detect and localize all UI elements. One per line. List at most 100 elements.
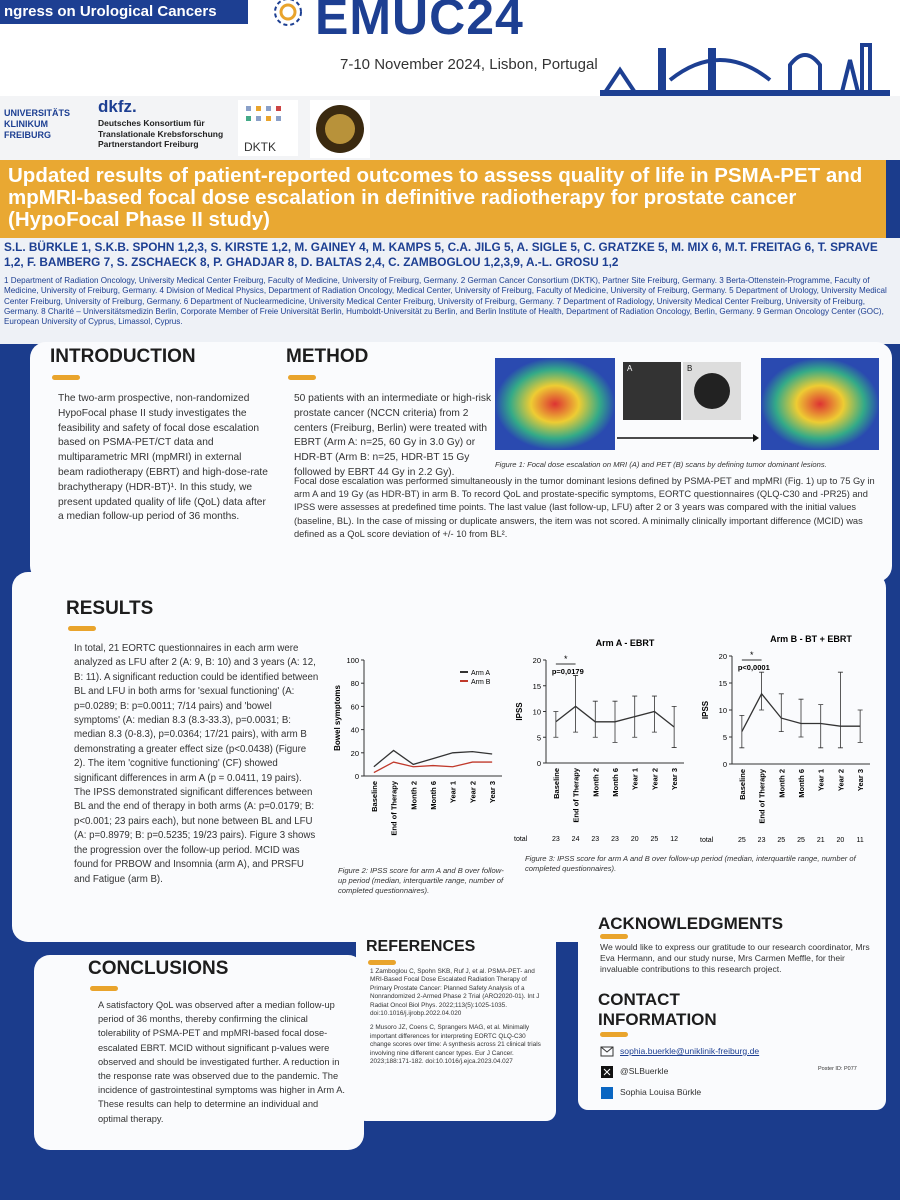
error-bar — [739, 715, 745, 749]
conclusions-panel — [34, 955, 364, 1150]
error-bar — [759, 671, 765, 711]
total-count: 25 — [777, 837, 785, 844]
x-tick-label: Year 2 — [650, 768, 659, 790]
ack-contact-panel — [578, 913, 886, 1110]
dkfz-text: Deutsches Konsortium für Translationale … — [98, 118, 224, 149]
figure-3b-chart: Arm B - BT + EBRT 0 5 10 15 20 IPSS Baseline End… — [700, 634, 870, 844]
references-panel — [356, 923, 556, 1121]
total-count: 23 — [758, 837, 766, 844]
y-tick-label: 20 — [533, 656, 541, 665]
contact-heading: CONTACT INFORMATION — [598, 990, 717, 1029]
ack-heading: ACKNOWLEDGMENTS — [598, 914, 784, 933]
error-bar — [818, 704, 824, 749]
x-tick-label: Baseline — [370, 781, 379, 812]
authors: S.L. BÜRKLE 1, S.K.B. SPOHN 1,2,3, S. KI… — [4, 240, 878, 269]
x-tick-label: Year 1 — [817, 769, 826, 791]
intro-method-panel — [30, 342, 892, 582]
data-line — [373, 761, 493, 774]
x-tick-label: Month 2 — [777, 769, 786, 798]
method-text-2: Focal dose escalation was performed simu… — [294, 476, 875, 539]
error-bar — [651, 695, 657, 733]
figure-3a-chart: Arm A - EBRT 0 5 10 15 20 IPSS Baseline End of T… — [514, 638, 684, 843]
total-count: 23 — [591, 836, 599, 843]
x-tick-label: Month 2 — [409, 781, 418, 810]
y-axis-label: IPSS — [515, 702, 524, 721]
error-bar — [857, 709, 863, 743]
x-tick-label: Year 1 — [631, 768, 640, 790]
total-count: 21 — [817, 837, 825, 844]
x-tick-label: Year 3 — [670, 768, 679, 790]
panel-label: A — [627, 364, 633, 373]
results-text: In total, 21 EORTC questionnaires in eac… — [74, 643, 319, 885]
error-bar — [592, 700, 598, 738]
y-tick-label: 0 — [355, 772, 359, 781]
data-line — [555, 705, 675, 728]
figure-2-caption: Figure 2: IPSS score for arm A and B ove… — [338, 866, 504, 895]
total-count: 25 — [738, 837, 746, 844]
y-tick-label: 10 — [719, 706, 727, 715]
y-tick-label: 5 — [537, 733, 541, 742]
y-tick-label: 80 — [351, 679, 359, 688]
logo-dkfz: dkfz. — [98, 97, 137, 116]
chart-title: Arm B - BT + EBRT — [770, 634, 852, 644]
y-tick-label: 60 — [351, 702, 359, 711]
intro-text: The two-arm prospective, non-randomized … — [58, 393, 268, 523]
error-bar — [553, 711, 559, 738]
accent-bar — [288, 375, 316, 380]
contact-icons — [600, 1046, 614, 1099]
skyline — [600, 43, 890, 100]
reference-item: 2 Musoro JZ, Coens C, Sprangers MAG, et … — [370, 1024, 541, 1066]
significance-star: * — [564, 654, 568, 664]
x-tick-label: Year 1 — [449, 781, 458, 803]
error-bar — [778, 693, 784, 732]
contact-linkedin[interactable]: Sophia Louisa Bürkle — [620, 1087, 702, 1097]
accent-bar — [600, 934, 628, 939]
error-bar — [837, 671, 843, 749]
reference-item: 1 Zamboglou C, Spohn SKB, Ruf J, et al. … — [370, 968, 540, 1018]
event-date: 7-10 November 2024, Lisbon, Portugal — [340, 56, 598, 73]
y-tick-label: 15 — [719, 679, 727, 688]
accent-bar — [68, 626, 96, 631]
significance-star: * — [750, 650, 754, 660]
contact-email[interactable]: sophia.buerkle@uniklinik-freiburg.de — [620, 1046, 760, 1056]
conclusions-text: A satisfactory QoL was observed after a … — [98, 1000, 345, 1124]
intro-heading: INTRODUCTION — [50, 346, 196, 367]
total-count: 20 — [631, 836, 639, 843]
x-tick-label: Month 6 — [797, 769, 806, 798]
banner: ngress on Urological Cancers — [0, 0, 248, 24]
method-heading: METHOD — [286, 346, 369, 367]
figure-1-caption: Figure 1: Focal dose escalation on MRI (… — [495, 460, 827, 469]
y-tick-label: 0 — [723, 760, 727, 769]
total-count: 25 — [797, 837, 805, 844]
x-tick-label: Year 3 — [856, 769, 865, 791]
x-tick-label: Year 2 — [468, 781, 477, 803]
total-count: 23 — [611, 836, 619, 843]
author-strip — [0, 238, 900, 344]
x-tick-label: End of Therapy — [758, 768, 767, 823]
y-tick-label: 40 — [351, 726, 359, 735]
y-tick-label: 10 — [533, 708, 541, 717]
poster-title: Updated results of patient-reported outc… — [0, 160, 886, 238]
totals-label: total — [514, 836, 528, 843]
affiliations: 1 Department of Radiation Oncology, Univ… — [4, 276, 887, 327]
panel-label: B — [687, 364, 693, 373]
total-count: 23 — [552, 836, 560, 843]
y-tick-label: 0 — [537, 759, 541, 768]
conclusions-heading: CONCLUSIONS — [88, 958, 229, 979]
y-tick-label: 5 — [723, 733, 727, 742]
accent-bar — [368, 960, 396, 965]
total-count: 11 — [857, 837, 864, 844]
results-heading: RESULTS — [66, 598, 154, 619]
total-count: 20 — [837, 837, 845, 844]
references-heading: REFERENCES — [366, 938, 476, 955]
x-tick-label: Year 3 — [488, 781, 497, 803]
legend-label: Arm A — [471, 670, 490, 677]
results-panel — [12, 572, 886, 942]
y-tick-label: 20 — [351, 749, 359, 758]
contact-x[interactable]: @SLBuerkle — [620, 1066, 669, 1076]
y-tick-label: 20 — [719, 652, 727, 661]
total-count: 25 — [651, 836, 659, 843]
figure-3-caption: Figure 3: IPSS score for arm A and B ove… — [525, 854, 856, 873]
accent-bar — [600, 1032, 628, 1037]
